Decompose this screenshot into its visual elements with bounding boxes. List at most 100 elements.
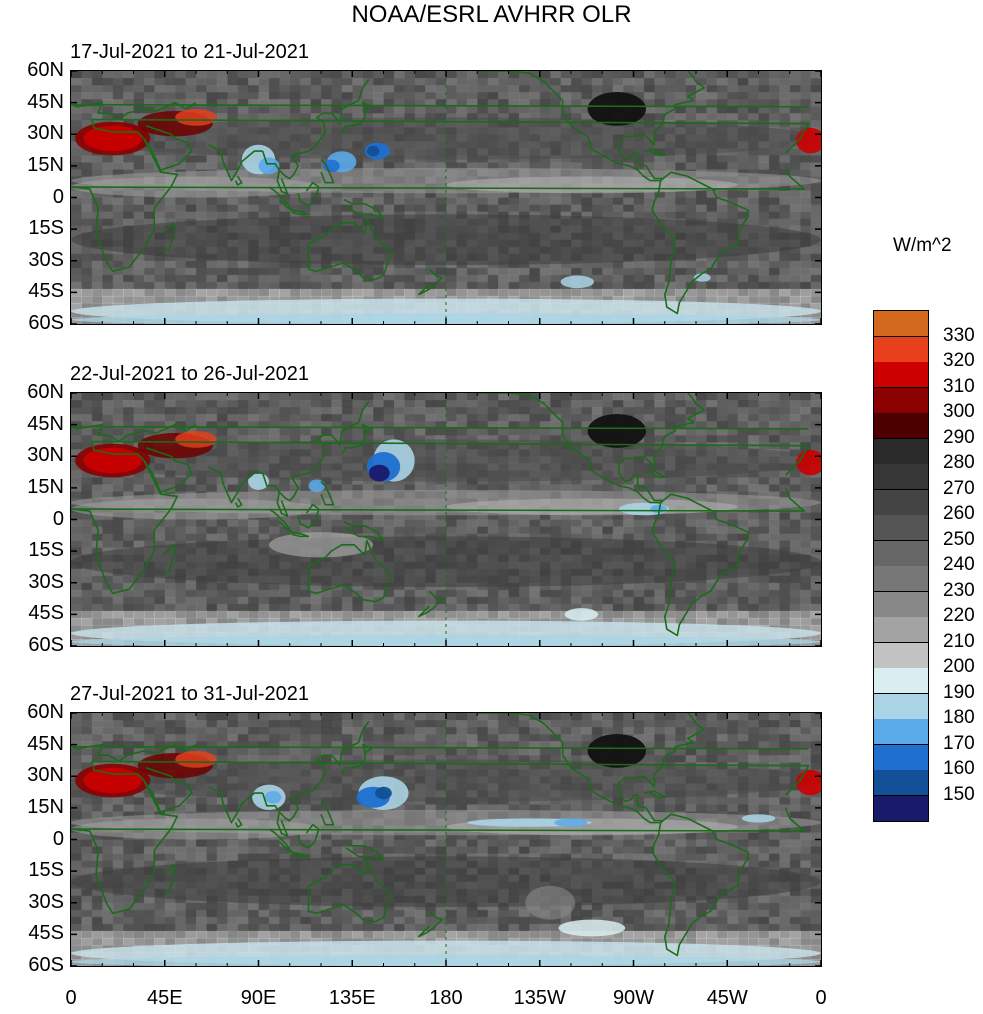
olr-cell — [164, 281, 176, 290]
olr-cell — [498, 428, 510, 436]
olr-cell — [414, 603, 426, 612]
olr-cell — [550, 519, 562, 528]
olr-cell — [414, 274, 426, 283]
olr-cell — [258, 421, 270, 429]
olr-cell — [675, 106, 687, 114]
olr-cell — [643, 295, 655, 304]
olr-cell — [393, 190, 405, 199]
olr-cell — [560, 99, 572, 107]
olr-cell — [571, 414, 582, 422]
olr-cell — [623, 526, 635, 535]
olr-cell — [508, 197, 520, 206]
olr-cell — [175, 596, 187, 605]
olr-cell — [623, 589, 635, 598]
olr-cell — [466, 512, 478, 521]
olr-cell — [602, 512, 614, 521]
olr-cell — [373, 99, 385, 107]
olr-cell — [102, 526, 114, 535]
olr-cell — [81, 211, 93, 220]
olr-cell — [800, 113, 812, 121]
olr-cell — [716, 519, 728, 528]
olr-cell — [591, 533, 603, 542]
olr-cell — [581, 92, 593, 100]
olr-cell — [602, 288, 614, 297]
olr-cell — [560, 162, 572, 170]
olr-cell — [810, 155, 821, 163]
olr-cell — [706, 260, 718, 269]
olr-cell — [216, 533, 228, 542]
olr-cell — [581, 78, 593, 86]
olr-cell — [800, 267, 812, 276]
olr-cell — [185, 281, 197, 290]
olr-cell — [310, 435, 322, 443]
olr-cell — [800, 260, 812, 269]
olr-cell — [227, 519, 239, 528]
olr-cell — [91, 190, 103, 199]
olr-cell — [91, 197, 103, 206]
olr-cell — [123, 484, 135, 492]
olr-cell — [112, 267, 124, 276]
olr-cell — [623, 596, 635, 605]
olr-cell — [425, 190, 437, 199]
olr-cell — [602, 400, 614, 408]
olr-cell — [71, 512, 82, 521]
olr-cell — [591, 603, 603, 612]
olr-cell — [612, 512, 624, 521]
olr-cell — [602, 162, 614, 170]
olr-cell — [810, 603, 821, 612]
olr-cell — [789, 281, 801, 290]
olr-cell — [248, 435, 260, 443]
olr-cell — [248, 596, 260, 605]
olr-cell — [216, 295, 228, 304]
olr-cell — [560, 71, 572, 79]
olr-cell — [196, 295, 207, 304]
olr-cell — [414, 85, 426, 93]
olr-cell — [185, 519, 197, 528]
olr-cell — [321, 204, 332, 213]
olr-cell — [800, 253, 812, 262]
olr-cell — [404, 421, 416, 429]
olr-cell — [789, 547, 801, 556]
olr-cell — [393, 92, 405, 100]
olr-cell — [383, 428, 395, 436]
olr-cell — [206, 596, 218, 605]
olr-cell — [550, 484, 562, 492]
olr-cell — [696, 484, 707, 492]
olr-cell — [112, 106, 124, 114]
olr-cell — [383, 526, 395, 535]
olr-cell — [446, 526, 457, 535]
olr-cell — [518, 407, 530, 415]
olr-cell — [758, 435, 770, 443]
olr-cell — [654, 78, 666, 86]
olr-cell — [748, 400, 760, 408]
olr-cell — [71, 78, 82, 86]
olr-cell — [206, 155, 218, 163]
olr-cell — [154, 274, 166, 283]
olr-cell — [571, 407, 582, 415]
olr-cell — [654, 603, 666, 612]
olr-cell — [404, 288, 416, 297]
olr-cell — [539, 85, 551, 93]
olr-cell — [279, 610, 291, 619]
olr-cell — [300, 78, 312, 86]
olr-cell — [81, 253, 93, 262]
olr-cell — [341, 288, 353, 297]
olr-cell — [123, 589, 135, 598]
olr-cell — [685, 428, 697, 436]
olr-cell — [248, 393, 260, 401]
olr-cell — [175, 421, 187, 429]
olr-cell — [696, 190, 707, 199]
olr-cell — [154, 267, 166, 276]
olr-cell — [643, 533, 655, 542]
olr-cell — [143, 197, 155, 206]
olr-cell — [81, 204, 93, 213]
olr-cell — [456, 603, 468, 612]
olr-cell — [154, 71, 166, 79]
olr-cell — [216, 85, 228, 93]
olr-cell — [800, 183, 812, 191]
olr-cell — [518, 260, 530, 269]
olr-cell — [508, 596, 520, 605]
olr-cell — [279, 211, 291, 220]
olr-cell — [300, 428, 312, 436]
olr-cell — [102, 78, 114, 86]
